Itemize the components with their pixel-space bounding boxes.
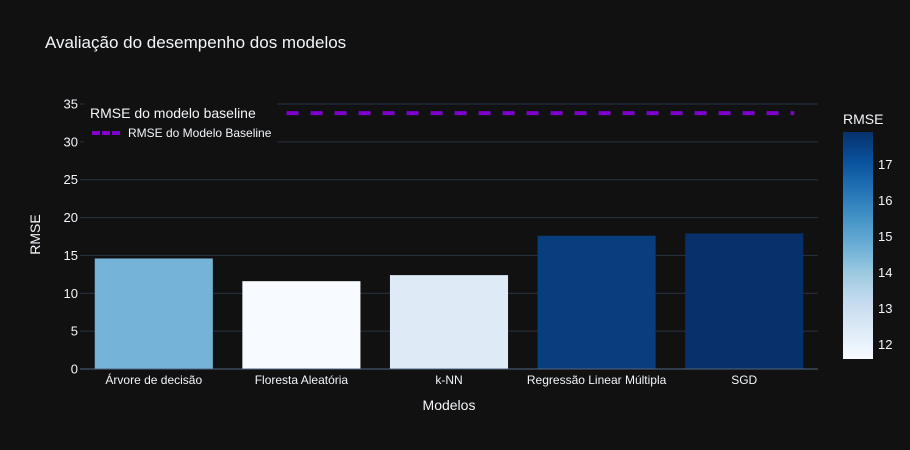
colorbar-tick-label: 13 — [878, 301, 892, 316]
x-tick-label: Floresta Aleatória — [255, 373, 349, 387]
colorbar-title: RMSE — [843, 111, 883, 127]
y-tick-label: 30 — [64, 134, 78, 149]
x-tick-label: Árvore de decisão — [105, 372, 202, 387]
legend-item-label: RMSE do Modelo Baseline — [128, 126, 272, 140]
axes: 0 5 10 15 20 25 30 35 Árvore de decisão Floresta … — [27, 97, 818, 413]
y-tick-label: 25 — [64, 172, 78, 187]
colorbar: RMSE 12 13 14 15 16 17 — [843, 111, 892, 359]
y-tick-label: 35 — [64, 97, 78, 112]
colorbar-tick-label: 14 — [878, 265, 892, 280]
bar — [537, 235, 656, 369]
legend-item-baseline[interactable]: RMSE do Modelo Baseline — [90, 126, 271, 140]
bar — [685, 233, 804, 369]
colorbar-gradient — [843, 132, 873, 359]
colorbar-tick-label: 17 — [878, 157, 892, 172]
legend-title: RMSE do modelo baseline — [90, 105, 256, 121]
legend-dash-swatch — [92, 131, 120, 135]
colorbar-tick-label: 12 — [878, 337, 892, 352]
y-tick-label: 20 — [64, 210, 78, 225]
y-axis-title: RMSE — [27, 214, 43, 254]
colorbar-tick-label: 15 — [878, 229, 892, 244]
x-tick-label: Regressão Linear Múltipla — [527, 373, 667, 387]
y-tick-label: 15 — [64, 248, 78, 263]
bar — [94, 258, 213, 369]
y-tick-label: 0 — [71, 362, 78, 377]
x-tick-label: SGD — [731, 373, 757, 387]
legend[interactable]: RMSE do modelo baseline RMSE do Modelo B… — [84, 103, 278, 146]
bar — [389, 275, 509, 369]
colorbar-tick-label: 16 — [878, 193, 892, 208]
y-tick-label: 5 — [71, 324, 78, 339]
y-tick-label: 10 — [64, 286, 78, 301]
x-tick-label: k-NN — [435, 373, 462, 387]
bar — [242, 281, 361, 369]
bars — [94, 233, 804, 369]
x-axis-title: Modelos — [423, 397, 476, 413]
chart-title: Avaliação do desempenho dos modelos — [45, 33, 347, 52]
